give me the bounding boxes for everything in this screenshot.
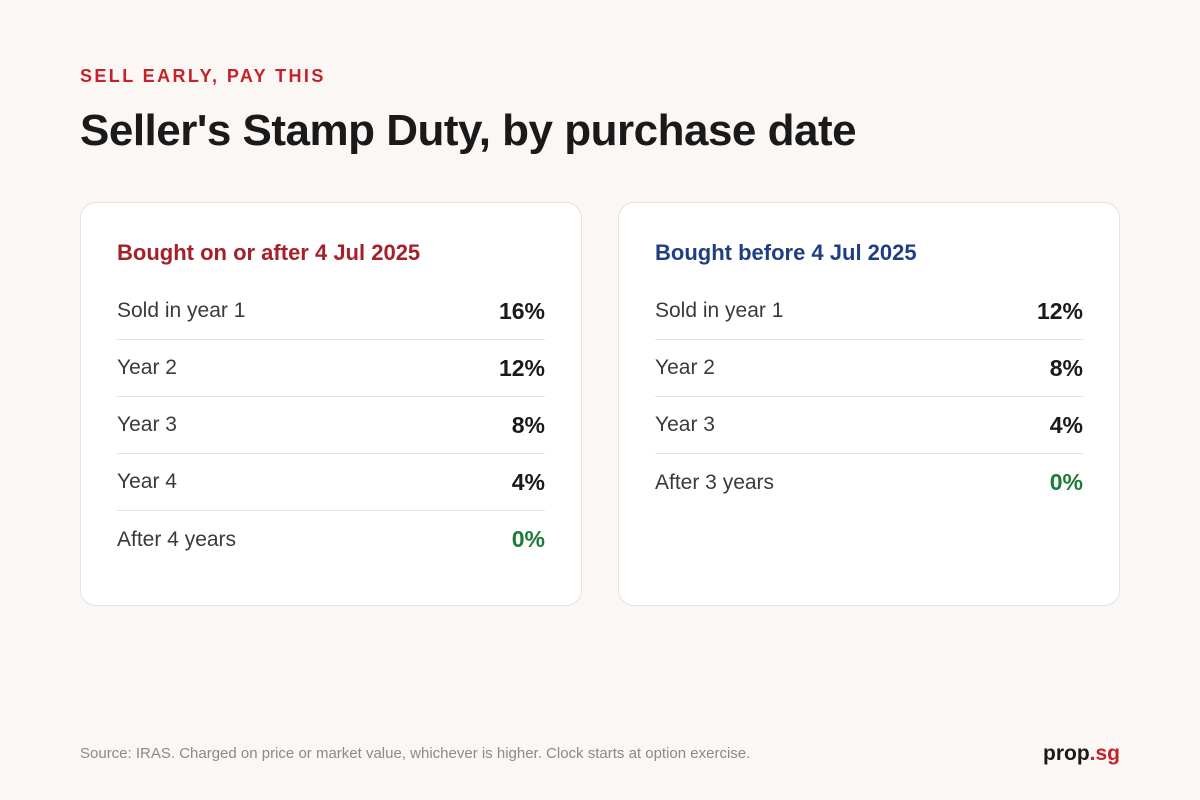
rate-row-label: Year 3 xyxy=(117,413,177,436)
rate-row-value-zero: 0% xyxy=(511,526,545,552)
brand-main: prop xyxy=(1043,742,1090,765)
rate-row: Year 2 12% xyxy=(117,340,545,397)
rate-row-label: After 3 years xyxy=(655,470,775,494)
rate-row-value: 4% xyxy=(1049,411,1083,438)
card-after-jul-2025: Bought on or after 4 Jul 2025 Sold in ye… xyxy=(80,202,582,606)
card-title: Bought before 4 Jul 2025 xyxy=(655,240,917,265)
rate-list: Sold in year 1 16% Year 2 12% Year 3 8% … xyxy=(117,283,545,568)
rate-row-label: Year 2 xyxy=(117,356,177,379)
card-title: Bought on or after 4 Jul 2025 xyxy=(117,240,421,265)
rate-row: Year 3 4% xyxy=(655,397,1083,454)
rate-row-label: Year 4 xyxy=(117,470,177,493)
rate-row-value: 8% xyxy=(511,411,545,438)
rate-row-value: 8% xyxy=(1049,354,1083,381)
rate-row-value: 4% xyxy=(511,468,545,495)
rate-row-value: 16% xyxy=(498,297,545,324)
brand-accent: .sg xyxy=(1089,742,1120,765)
rate-row-label: Sold in year 1 xyxy=(117,299,246,322)
brand-logo: prop.sg xyxy=(1043,742,1120,766)
cards-container: Bought on or after 4 Jul 2025 Sold in ye… xyxy=(80,202,1120,606)
source-note: Source: IRAS. Charged on price or market… xyxy=(80,745,751,762)
rate-row-label: Year 2 xyxy=(655,356,715,379)
page-title: Seller's Stamp Duty, by purchase date xyxy=(80,106,857,155)
rate-row-label: After 4 years xyxy=(117,527,237,551)
rate-row: Sold in year 1 16% xyxy=(117,283,545,340)
rate-row: After 4 years 0% xyxy=(117,511,545,568)
rate-row: Sold in year 1 12% xyxy=(655,283,1083,340)
rate-row: After 3 years 0% xyxy=(655,454,1083,511)
rate-row: Year 2 8% xyxy=(655,340,1083,397)
rate-row-label: Year 3 xyxy=(655,413,715,436)
rate-row-label: Sold in year 1 xyxy=(655,299,784,322)
rate-row-value: 12% xyxy=(1036,297,1083,324)
rate-list: Sold in year 1 12% Year 2 8% Year 3 4% A… xyxy=(655,283,1083,511)
rate-row-value-zero: 0% xyxy=(1049,469,1083,495)
rate-row: Year 4 4% xyxy=(117,454,545,511)
eyebrow-label: SELL EARLY, PAY THIS xyxy=(80,66,326,86)
card-before-jul-2025: Bought before 4 Jul 2025 Sold in year 1 … xyxy=(618,202,1120,606)
rate-row: Year 3 8% xyxy=(117,397,545,454)
rate-row-value: 12% xyxy=(498,354,545,381)
